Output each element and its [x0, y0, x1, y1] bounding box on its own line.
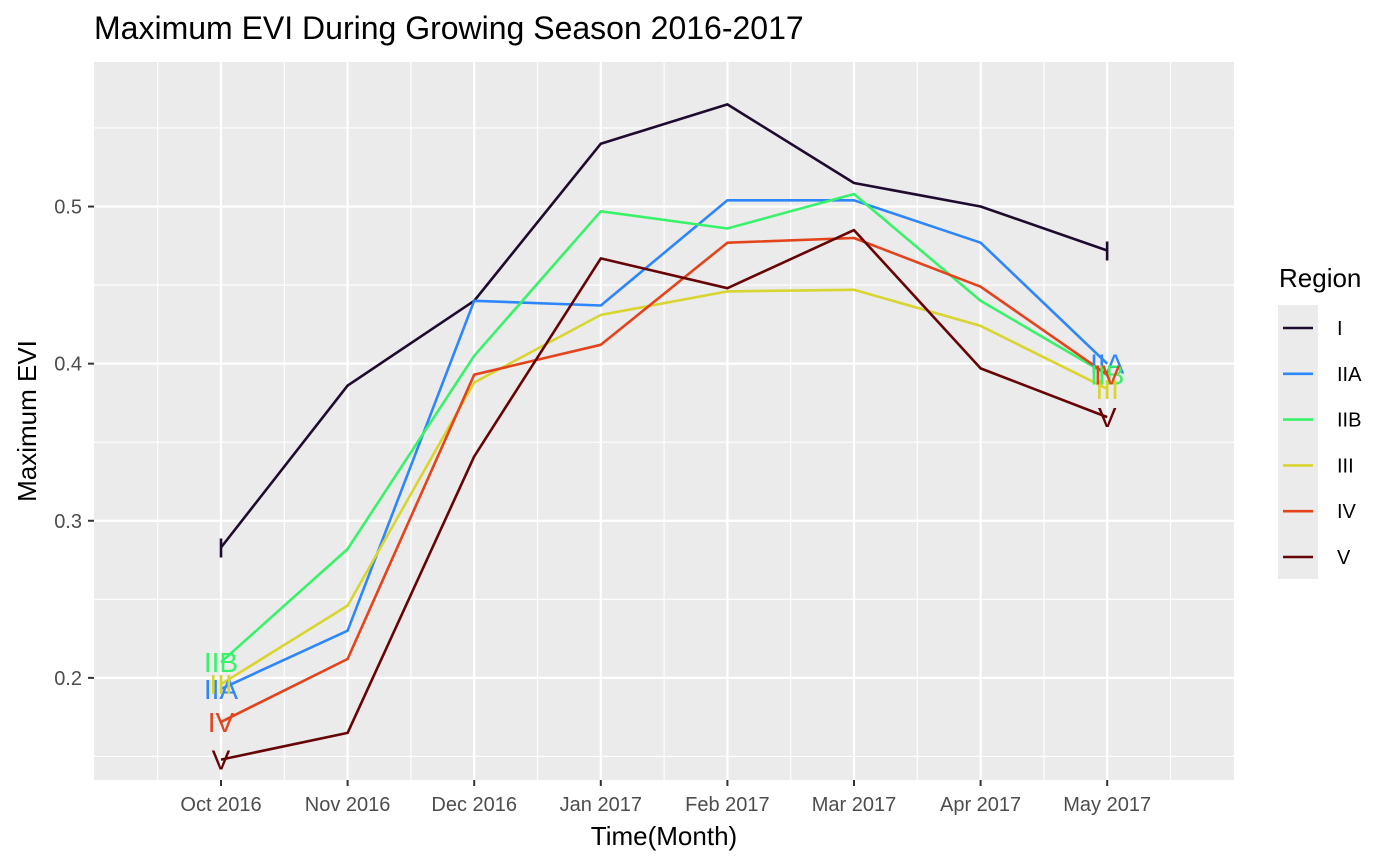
- legend-title: Region: [1279, 263, 1361, 293]
- y-tick-label: 0.2: [54, 668, 82, 690]
- series-line-v: [220, 228, 1108, 761]
- x-tick-label: Feb 2017: [685, 794, 770, 816]
- x-tick-label: Mar 2017: [812, 794, 897, 816]
- series-end-label-iib: IIB: [204, 647, 238, 678]
- x-axis-ticks: Oct 2016 Nov 2016 Dec 2016 Jan 2017 Feb 2017…: [180, 780, 1151, 816]
- legend-key-background: [1278, 305, 1318, 579]
- x-tick-label: Apr 2017: [940, 794, 1021, 816]
- series-end-label-iii: III: [209, 669, 232, 700]
- minor-gridlines: [94, 62, 1234, 780]
- series-end-label-iia: IIA: [1090, 349, 1125, 380]
- legend-label-iib: IIB: [1337, 410, 1361, 432]
- x-tick-label: Jan 2017: [560, 794, 642, 816]
- series-end-label-iii: III: [1096, 374, 1119, 405]
- series-end-label-iib: IIB: [1090, 360, 1124, 391]
- series-line-iv: [220, 236, 1108, 724]
- series-end-label-iv: IV: [1094, 360, 1121, 391]
- series-end-label-iia: IIA: [204, 674, 239, 705]
- legend: Region I IIA IIB III IV V: [1278, 263, 1362, 579]
- x-tick-label: Dec 2016: [431, 794, 517, 816]
- x-tick-label: Nov 2016: [305, 794, 391, 816]
- chart-title: Maximum EVI During Growing Season 2016-2…: [94, 10, 804, 46]
- series-end-label-v: V: [212, 745, 231, 776]
- legend-label-iia: IIA: [1337, 364, 1362, 386]
- y-axis-ticks: 0.2 0.3 0.4 0.5: [54, 197, 94, 690]
- legend-label-i: I: [1337, 318, 1343, 340]
- y-tick-label: 0.4: [54, 354, 82, 376]
- series-lines: [219, 103, 1109, 761]
- legend-items: I IIA IIB III IV V: [1283, 318, 1362, 569]
- x-axis-title: Time(Month): [591, 821, 737, 851]
- y-axis-title: Maximum EVI: [12, 340, 42, 502]
- series-end-label-v: V: [1098, 402, 1117, 433]
- series-line-iia: [220, 199, 1109, 691]
- series-end-label-i: I: [1103, 236, 1111, 267]
- series-end-label-iv: IV: [208, 707, 235, 738]
- series-line-iii: [220, 288, 1108, 686]
- x-tick-label: Oct 2016: [180, 794, 261, 816]
- y-tick-label: 0.3: [54, 511, 82, 533]
- series-line-iib: [220, 192, 1108, 664]
- series-line-i: [219, 103, 1108, 549]
- series-end-label-i: I: [217, 532, 225, 563]
- x-tick-label: May 2017: [1063, 794, 1151, 816]
- y-tick-label: 0.5: [54, 197, 82, 219]
- legend-label-iv: IV: [1337, 501, 1357, 523]
- legend-label-iii: III: [1337, 455, 1354, 477]
- legend-label-v: V: [1337, 547, 1351, 569]
